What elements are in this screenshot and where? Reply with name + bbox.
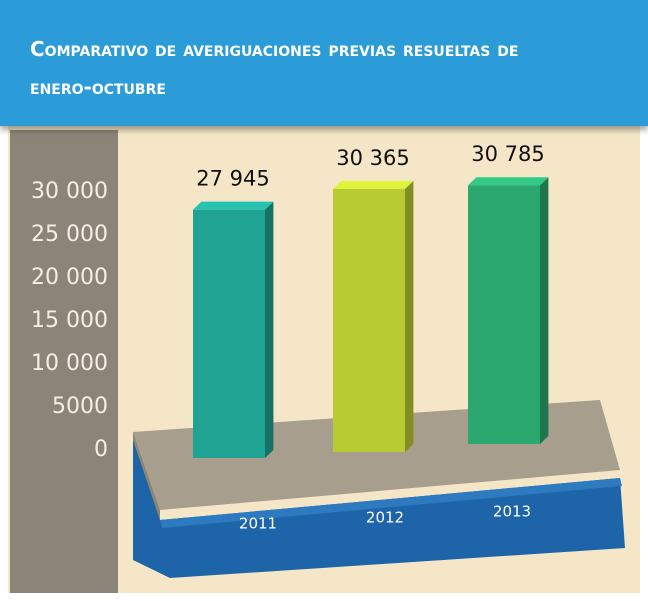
x-tick-label: 2012 xyxy=(366,509,404,527)
y-tick-label: 10 000 xyxy=(31,351,108,376)
y-tick-label: 25 000 xyxy=(31,222,108,247)
bar xyxy=(468,185,540,444)
y-tick-label: 5000 xyxy=(52,394,108,419)
header: Comparativo de averiguaciones previas re… xyxy=(0,0,648,126)
chart-title: Comparativo de averiguaciones previas re… xyxy=(30,37,519,99)
y-tick-label: 0 xyxy=(94,437,108,462)
y-tick-label: 15 000 xyxy=(31,308,108,333)
bar-top xyxy=(193,201,274,210)
bar-side xyxy=(540,177,549,444)
bar-top xyxy=(333,180,414,189)
y-tick-label: 30 000 xyxy=(31,179,108,204)
base xyxy=(133,440,625,578)
base-top xyxy=(160,478,622,528)
bar xyxy=(333,188,405,452)
value-label: 30 785 xyxy=(471,142,544,166)
bar-side xyxy=(265,201,274,458)
axis-strip xyxy=(10,130,118,593)
bar-top xyxy=(468,177,549,186)
platform-edge xyxy=(133,432,160,520)
value-label: 27 945 xyxy=(196,167,269,191)
bar-side xyxy=(405,180,414,452)
x-tick-label: 2013 xyxy=(493,503,531,521)
bar xyxy=(193,209,265,458)
y-tick-label: 20 000 xyxy=(31,265,108,290)
value-label: 30 365 xyxy=(336,146,409,170)
x-tick-label: 2011 xyxy=(239,515,277,533)
